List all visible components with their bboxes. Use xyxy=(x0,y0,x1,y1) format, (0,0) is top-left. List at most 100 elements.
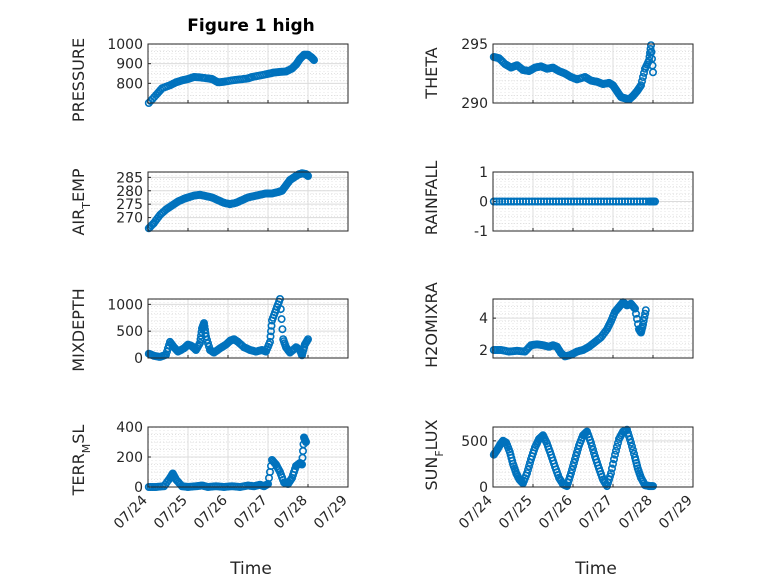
data-point xyxy=(194,73,203,82)
data-point xyxy=(633,461,642,470)
data-point xyxy=(267,321,276,330)
y-tick-label: 0 xyxy=(134,351,143,367)
data-point xyxy=(626,197,635,206)
data-point xyxy=(609,455,618,464)
y-tick-label: 275 xyxy=(116,197,143,213)
data-point xyxy=(530,197,539,206)
y-tick-label: 500 xyxy=(116,324,143,340)
axes-box xyxy=(147,43,349,104)
data-point xyxy=(649,197,658,206)
figure-title: Figure 1 high xyxy=(187,16,315,36)
data-point xyxy=(605,472,614,481)
data-point xyxy=(553,470,562,479)
data-point xyxy=(155,87,164,96)
y-axis-label: TERRMSL xyxy=(69,425,93,497)
axes-box xyxy=(147,298,349,359)
y-tick-label: 900 xyxy=(116,57,143,73)
y-tick-label: 500 xyxy=(461,434,488,450)
data-point xyxy=(524,462,533,471)
data-point xyxy=(637,77,646,86)
y-tick-label: 0 xyxy=(479,480,488,496)
subplot-theta: 295 290 THETA xyxy=(422,37,694,112)
data-point xyxy=(641,309,650,318)
axes-box xyxy=(492,43,694,104)
data-point xyxy=(593,335,602,344)
y-axis-label: THETA xyxy=(422,47,441,99)
data-point xyxy=(165,341,174,350)
data-point xyxy=(297,349,306,358)
subplot-pressure: 1000 900 800 PRESSURE xyxy=(69,37,349,122)
y-tick-label: 200 xyxy=(116,450,143,466)
y-tick-label: 2 xyxy=(479,343,488,359)
data-point xyxy=(554,197,563,206)
axes-box xyxy=(492,298,694,359)
data-point xyxy=(588,445,597,454)
data-point xyxy=(607,464,616,473)
data-point xyxy=(495,197,504,206)
data-point xyxy=(566,197,575,206)
data-point xyxy=(610,450,619,459)
y-tick-label: -1 xyxy=(474,224,488,240)
y-axis-label: SUNFLUX xyxy=(422,419,446,490)
data-point xyxy=(638,73,647,82)
axes-box xyxy=(492,426,694,488)
y-tick-label: 280 xyxy=(116,184,143,200)
data-point xyxy=(625,435,634,444)
data-point xyxy=(639,316,648,325)
data-point xyxy=(631,309,640,318)
y-axis-label: H2OMIXRA xyxy=(422,282,441,368)
x-axis-label: Time xyxy=(229,559,272,579)
data-point xyxy=(202,74,211,83)
data-point xyxy=(497,57,506,66)
data-point xyxy=(536,433,545,442)
data-point xyxy=(266,327,275,336)
data-point xyxy=(288,63,297,72)
data-point xyxy=(640,313,649,322)
data-point xyxy=(578,197,587,206)
data-point xyxy=(567,465,576,474)
y-tick-label: 4 xyxy=(479,311,488,327)
data-point xyxy=(301,436,310,445)
data-point xyxy=(523,465,532,474)
y-tick-label: 1000 xyxy=(107,297,143,313)
data-point xyxy=(602,197,611,206)
data-point xyxy=(647,482,656,491)
data-point xyxy=(627,442,636,451)
data-point xyxy=(506,197,515,206)
y-tick-label: 800 xyxy=(116,76,143,92)
x-axis-label: Time xyxy=(574,559,617,579)
subplot-mixdepth: 1000 500 0 MIXDEPTH xyxy=(69,288,349,372)
data-point xyxy=(303,336,312,345)
y-axis-label: RAINFALL xyxy=(422,161,441,236)
data-point xyxy=(278,325,287,334)
data-point xyxy=(648,61,657,70)
y-tick-label: 295 xyxy=(461,37,488,53)
y-axis-label: MIXDEPTH xyxy=(69,288,88,371)
data-point xyxy=(568,462,577,471)
y-tick-label: 0 xyxy=(479,195,488,211)
y-axis-label: PRESSURE xyxy=(69,38,88,122)
data-point xyxy=(276,305,285,314)
axes-box xyxy=(492,171,694,232)
y-tick-label: 1 xyxy=(479,165,488,181)
data-point xyxy=(605,319,614,328)
data-point xyxy=(218,77,227,86)
data-point xyxy=(628,446,637,455)
axes-box xyxy=(147,426,349,488)
subplot-rainfall: 1 0 -1 RAINFALL xyxy=(422,161,694,240)
data-point xyxy=(571,74,580,83)
y-tick-label: 285 xyxy=(116,170,143,186)
data-point xyxy=(203,335,212,344)
y-tick-label: 270 xyxy=(116,211,143,227)
y-axis-label: AIRTEMP xyxy=(69,168,93,235)
data-point xyxy=(587,442,596,451)
data-point xyxy=(570,455,579,464)
data-point xyxy=(638,197,647,206)
data-point xyxy=(608,459,617,468)
data-point xyxy=(612,442,621,451)
data-point xyxy=(572,448,581,457)
data-point xyxy=(641,306,650,315)
data-point xyxy=(632,314,641,323)
